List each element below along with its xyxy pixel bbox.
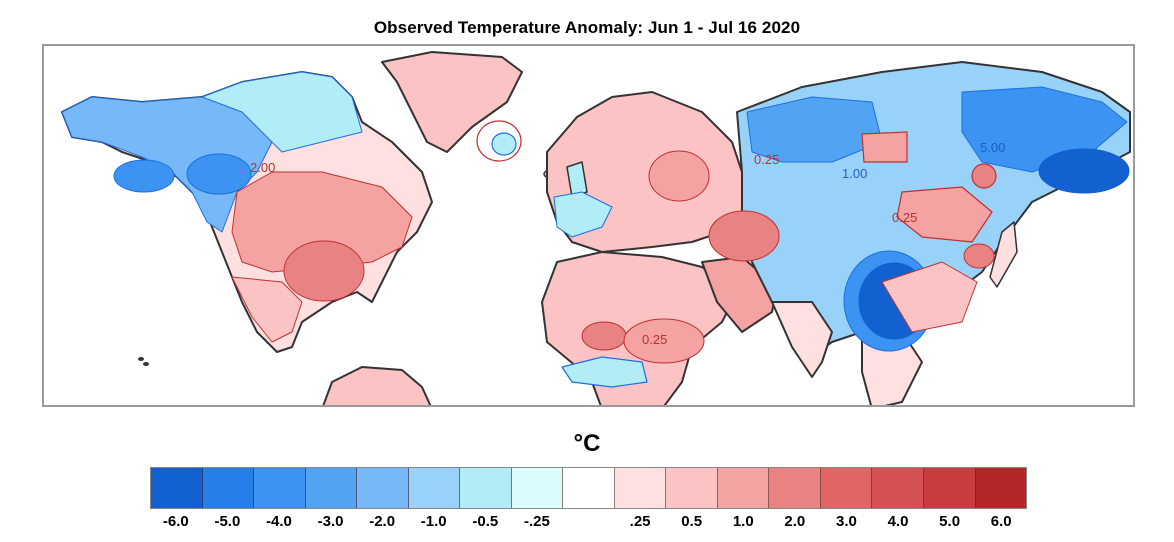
- south-america-land: [322, 366, 432, 405]
- sahara-warm: [623, 318, 705, 364]
- colorbar-tick-label: -6.0: [162, 513, 189, 530]
- plains-warm-core: [283, 240, 365, 302]
- scandinavia-warm: [648, 150, 710, 202]
- west-siberia-cold: [746, 96, 883, 163]
- alaska-cold-core: [113, 159, 175, 193]
- colorbar-swatch: [460, 468, 512, 508]
- greenland-cold-core: [491, 132, 517, 156]
- colorbar-swatch: [666, 468, 718, 508]
- yukon-cold-core: [186, 153, 252, 195]
- colorbar-unit-label: °C: [573, 430, 601, 457]
- colorbar-tick-labels: -6.0 -5.0 -4.0 -3.0 -2.0 -1.0 -0.5 -.25 .25 0.5 1.…: [0, 513, 1174, 533]
- colorbar-swatch: [305, 468, 358, 508]
- colorbar-tick-label: -4.0: [266, 513, 292, 530]
- colorbar-tick-label: 0.5: [681, 513, 703, 530]
- mexico-warm: [231, 276, 303, 343]
- western-europe-cool: [553, 191, 613, 238]
- contour-label: 0.25: [642, 332, 667, 347]
- sahel-cool: [561, 356, 648, 388]
- colorbar-tick-label: 3.0: [836, 513, 857, 530]
- colorbar-tick-label: 6.0: [990, 513, 1012, 530]
- east-china-warm: [881, 261, 978, 333]
- colorbar-swatch: [202, 468, 255, 508]
- contour-label: 2.00: [250, 160, 275, 175]
- arctic-canada-cool: [201, 71, 363, 153]
- hawaii-island: [143, 362, 149, 366]
- mongolia-warm: [896, 186, 993, 243]
- colorbar-swatch: [614, 468, 667, 508]
- colorbar-swatch: [254, 468, 306, 508]
- colorbar-swatch: [408, 468, 461, 508]
- colorbar-swatch: [563, 468, 615, 508]
- colorbar-swatch: [975, 468, 1027, 508]
- colorbar: [150, 467, 1027, 509]
- colorbar-swatch: [769, 468, 821, 508]
- colorbar-tick-label: -0.5: [472, 513, 499, 530]
- contour-label: 5.00: [980, 140, 1005, 155]
- colorbar-tick-label: -3.0: [317, 513, 344, 530]
- colorbar-tick-label: -5.0: [214, 513, 241, 530]
- colorbar-swatch: [151, 468, 203, 508]
- colorbar-tick-label: 2.0: [784, 513, 806, 530]
- world-map: 0.25 1.00 5.00 0.25 0.25 2.00: [61, 51, 1131, 405]
- map-frame: 0.25 1.00 5.00 0.25 0.25 2.00: [42, 44, 1135, 407]
- mongolia-warm-core: [963, 243, 995, 269]
- colorbar-tick-label: 1.0: [732, 513, 754, 530]
- uk-land: [566, 161, 588, 198]
- colorbar-swatch: [820, 468, 873, 508]
- colorbar-tick-label: .25: [629, 513, 651, 530]
- siberia-warm-pocket-2: [971, 163, 997, 189]
- colorbar-swatch: [357, 468, 409, 508]
- contour-label: 0.25: [892, 210, 917, 225]
- east-siberia-cold-core: [1038, 148, 1130, 194]
- colorbar-swatch: [717, 468, 770, 508]
- central-us-warm: [231, 171, 413, 273]
- greenland-land: [381, 51, 523, 153]
- contour-label: 0.25: [754, 152, 779, 167]
- colorbar-swatch: [511, 468, 564, 508]
- russia-warm-core: [708, 210, 780, 262]
- colorbar-tick-label: 4.0: [887, 513, 909, 530]
- map-title: Observed Temperature Anomaly: Jun 1 - Ju…: [373, 18, 801, 37]
- india-land: [771, 301, 833, 378]
- colorbar-swatch: [872, 468, 924, 508]
- colorbar-tick-label: -.25: [523, 513, 550, 530]
- colorbar-swatch: [923, 468, 976, 508]
- japan-land: [989, 221, 1018, 288]
- siberia-warm-pocket: [861, 131, 908, 163]
- colorbar-tick-label: -1.0: [420, 513, 447, 530]
- contour-label: 1.00: [842, 166, 867, 181]
- hawaii-island: [138, 357, 144, 361]
- colorbar-tick-label: 5.0: [939, 513, 961, 530]
- colorbar-tick-label: -2.0: [369, 513, 396, 530]
- sahara-warm-core: [581, 321, 627, 351]
